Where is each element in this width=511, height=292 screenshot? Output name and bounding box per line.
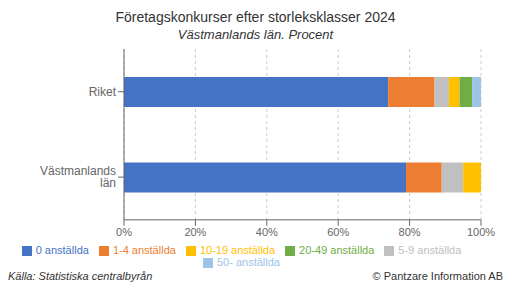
html-text:Företagskonkurser efter storle: Företagskonkurser efter storleksklasser … (115, 9, 396, 25)
html-text:1-4 anställda: 1-4 anställda (112, 243, 176, 256)
html-text:Västmanlands län. Procent: Västmanlands län. Procent (177, 27, 334, 42)
html-text:5-9 anställda: 5-9 anställda (398, 243, 462, 256)
html-text:20-49 anställda: 20-49 anställda (299, 243, 375, 256)
svg-text:20%: 20% (184, 226, 206, 238)
html-text:© Pantzare Information AB: © Pantzare Information AB (372, 270, 503, 282)
html-text:Källa: Statistiska centralbyrå: Källa: Statistiska centralbyrån (8, 270, 153, 282)
svg-text:80%: 80% (399, 226, 421, 238)
svg-text:0%: 0% (116, 226, 132, 238)
html-text:50- anställda: 50- anställda (217, 255, 280, 268)
svg-text:Riket: Riket (89, 85, 117, 99)
svg-text:40%: 40% (256, 226, 278, 238)
html-text:0 anställda: 0 anställda (35, 243, 89, 256)
svg-text:100%: 100% (467, 226, 495, 238)
html-text:10-19 anställda: 10-19 anställda (199, 243, 276, 256)
svg-text:Västmanlandslän: Västmanlandslän (40, 164, 116, 190)
svg-text:60%: 60% (327, 226, 349, 238)
